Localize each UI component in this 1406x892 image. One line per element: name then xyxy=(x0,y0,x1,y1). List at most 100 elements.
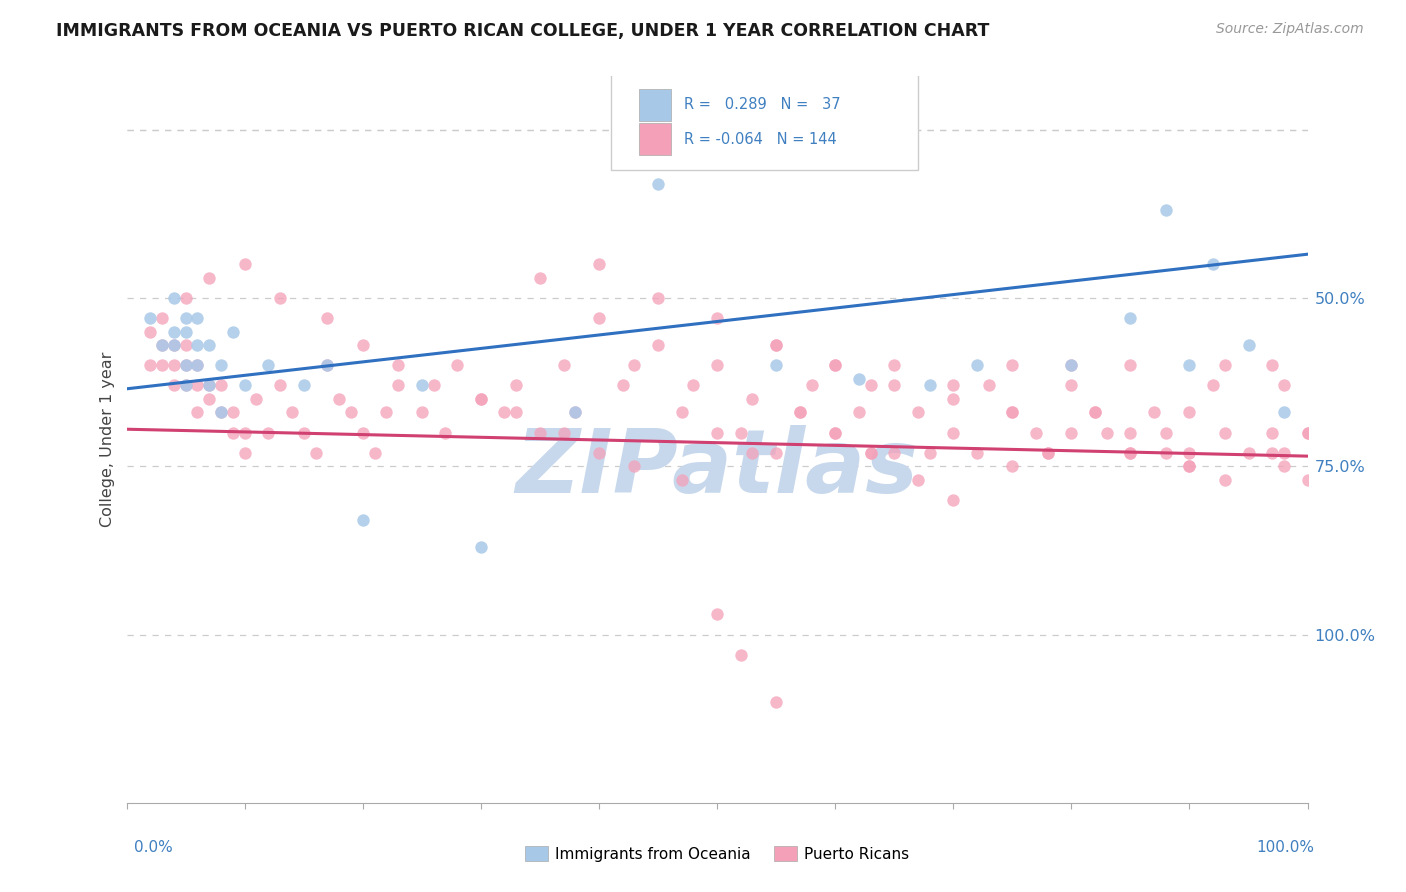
Point xyxy=(375,405,398,419)
Point xyxy=(174,358,197,372)
FancyBboxPatch shape xyxy=(610,72,918,170)
Point xyxy=(907,473,929,487)
Point xyxy=(470,392,492,406)
Point xyxy=(1261,358,1284,372)
Point xyxy=(966,358,988,372)
Point xyxy=(977,378,1000,392)
Point xyxy=(529,425,551,440)
Point xyxy=(671,405,693,419)
Point xyxy=(198,378,221,392)
Point xyxy=(163,291,186,305)
Point xyxy=(209,358,232,372)
Point xyxy=(1154,425,1177,440)
Point xyxy=(765,695,787,709)
Point xyxy=(730,425,752,440)
Point xyxy=(1084,405,1107,419)
Point xyxy=(730,648,752,662)
FancyBboxPatch shape xyxy=(640,123,671,155)
Point xyxy=(907,405,929,419)
Point xyxy=(1060,378,1083,392)
Point xyxy=(1119,446,1142,460)
Point xyxy=(150,358,173,372)
Y-axis label: College, Under 1 year: College, Under 1 year xyxy=(100,351,115,527)
Text: IMMIGRANTS FROM OCEANIA VS PUERTO RICAN COLLEGE, UNDER 1 YEAR CORRELATION CHART: IMMIGRANTS FROM OCEANIA VS PUERTO RICAN … xyxy=(56,22,990,40)
Point xyxy=(564,405,586,419)
Point xyxy=(1025,425,1047,440)
Point xyxy=(316,311,339,326)
Point xyxy=(824,425,846,440)
Point xyxy=(1095,425,1118,440)
Point xyxy=(706,311,728,326)
Point xyxy=(706,607,728,622)
Point xyxy=(706,425,728,440)
Point xyxy=(163,338,186,352)
Point xyxy=(150,338,173,352)
Point xyxy=(1084,405,1107,419)
Point xyxy=(918,378,941,392)
Point xyxy=(942,378,965,392)
Point xyxy=(411,405,433,419)
Point xyxy=(859,378,882,392)
Point xyxy=(163,338,186,352)
Point xyxy=(1060,425,1083,440)
Text: Source: ZipAtlas.com: Source: ZipAtlas.com xyxy=(1216,22,1364,37)
Point xyxy=(257,425,280,440)
Point xyxy=(1178,446,1201,460)
Point xyxy=(505,378,527,392)
Point xyxy=(1178,459,1201,474)
Point xyxy=(848,372,870,386)
Point xyxy=(1202,257,1225,271)
Point xyxy=(186,338,208,352)
Point xyxy=(198,392,221,406)
Point xyxy=(352,425,374,440)
Point xyxy=(198,270,221,285)
Point xyxy=(328,392,350,406)
Point xyxy=(741,446,763,460)
Point xyxy=(174,338,197,352)
Point xyxy=(1272,405,1295,419)
Point xyxy=(1202,378,1225,392)
Point xyxy=(1272,446,1295,460)
Point xyxy=(553,425,575,440)
Point xyxy=(800,378,823,392)
Point xyxy=(1261,446,1284,460)
Point xyxy=(139,358,162,372)
Point xyxy=(1001,459,1024,474)
Point xyxy=(1001,405,1024,419)
Point xyxy=(494,405,516,419)
Point xyxy=(1036,446,1059,460)
Point xyxy=(765,338,787,352)
Point xyxy=(671,473,693,487)
Point xyxy=(789,405,811,419)
Point xyxy=(1296,473,1319,487)
Point xyxy=(765,338,787,352)
Point xyxy=(150,311,173,326)
Point xyxy=(163,358,186,372)
Point xyxy=(422,378,444,392)
Point xyxy=(186,405,208,419)
Point xyxy=(1119,311,1142,326)
Point xyxy=(174,311,197,326)
Point xyxy=(1272,378,1295,392)
Point xyxy=(883,358,905,372)
Legend: Immigrants from Oceania, Puerto Ricans: Immigrants from Oceania, Puerto Ricans xyxy=(519,839,915,868)
Point xyxy=(1296,425,1319,440)
Point xyxy=(352,513,374,527)
Point xyxy=(233,378,256,392)
Point xyxy=(292,425,315,440)
Point xyxy=(1178,358,1201,372)
Point xyxy=(529,270,551,285)
Point xyxy=(765,358,787,372)
Point xyxy=(186,358,208,372)
Point xyxy=(588,446,610,460)
Point xyxy=(174,358,197,372)
Point xyxy=(233,446,256,460)
Point xyxy=(1154,446,1177,460)
Point xyxy=(789,405,811,419)
Point xyxy=(174,378,197,392)
Point xyxy=(942,425,965,440)
Text: 100.0%: 100.0% xyxy=(1257,840,1315,855)
Point xyxy=(292,378,315,392)
Point xyxy=(553,358,575,372)
Point xyxy=(824,358,846,372)
